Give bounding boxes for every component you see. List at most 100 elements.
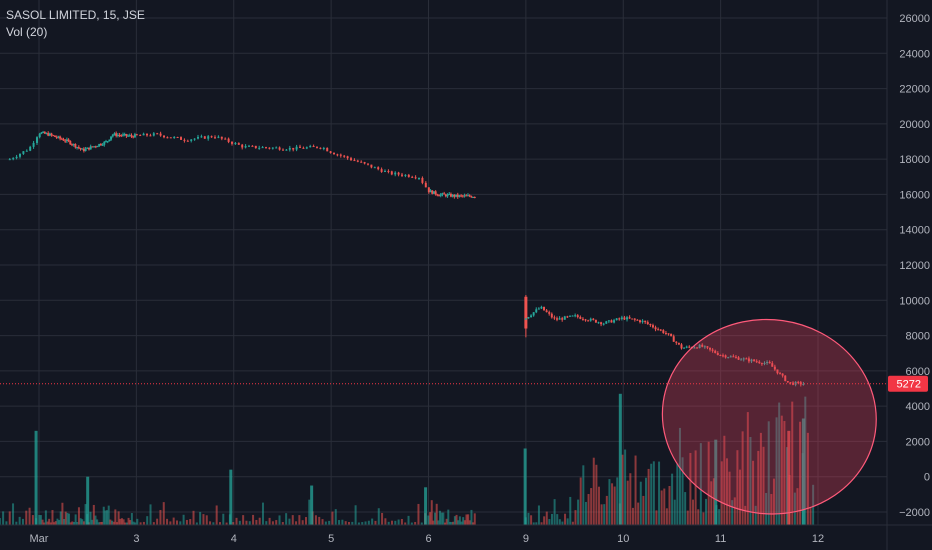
candle-body xyxy=(418,177,421,179)
candle-body xyxy=(693,347,696,349)
volume-bar xyxy=(705,498,708,525)
candle-body xyxy=(579,317,582,319)
volume-bar xyxy=(678,427,681,525)
candle-body xyxy=(568,315,571,317)
volume-bar xyxy=(749,436,752,525)
candle-body xyxy=(251,145,254,147)
volume-bar xyxy=(127,517,130,525)
volume-bar xyxy=(746,412,749,525)
volume-bar xyxy=(553,499,556,525)
volume-bar xyxy=(278,515,281,525)
volume-bar xyxy=(796,488,799,525)
volume-bar xyxy=(21,518,24,525)
volume-bar xyxy=(720,461,723,525)
volume-bar xyxy=(448,521,451,525)
candle-body xyxy=(43,131,46,134)
candle-body xyxy=(237,143,240,145)
candle-body xyxy=(22,151,25,154)
volume-bar xyxy=(367,520,370,525)
candle-body xyxy=(234,143,237,145)
volume-bar xyxy=(101,521,104,525)
volume-bar xyxy=(351,521,354,525)
volume-bar xyxy=(450,522,453,525)
volume-bar xyxy=(238,520,241,525)
volume-bar xyxy=(783,421,786,525)
volume-spike xyxy=(229,469,233,525)
volume-bar xyxy=(462,517,465,525)
volume-bar xyxy=(114,509,117,525)
volume-bar xyxy=(76,521,79,525)
candle-body xyxy=(333,152,336,155)
volume-bar xyxy=(218,522,221,525)
candle-body xyxy=(683,347,686,349)
volume-bar xyxy=(107,505,110,525)
y-tick-label: 4000 xyxy=(906,401,930,413)
x-tick-label: 3 xyxy=(133,533,139,545)
candle-body xyxy=(792,382,795,385)
volume-bar xyxy=(111,520,114,525)
volume-bar xyxy=(699,443,702,525)
candle-body xyxy=(581,318,584,320)
volume-bar xyxy=(731,500,734,525)
candle-body xyxy=(651,325,654,328)
volume-bar xyxy=(338,520,341,525)
candle-body xyxy=(360,161,363,163)
candle-body xyxy=(40,132,43,134)
candle-body xyxy=(404,174,407,176)
candle-body xyxy=(322,148,325,150)
candle-body xyxy=(414,177,417,179)
volume-bar xyxy=(321,519,324,525)
candle-body xyxy=(732,356,735,358)
volume-bar xyxy=(394,520,397,525)
candle-body xyxy=(527,317,530,319)
candle-body xyxy=(734,356,737,358)
candle-body xyxy=(644,320,647,323)
price-axis[interactable]: −2000 0 2000 4000 6000 8000 10000 12000 14000 160… xyxy=(886,0,930,550)
candle-body xyxy=(584,319,587,321)
volume-bar xyxy=(548,519,551,525)
candle-body xyxy=(123,134,126,136)
volume-spike xyxy=(618,393,622,525)
candle-body xyxy=(758,361,761,364)
candle-body xyxy=(453,194,456,197)
volume-bar xyxy=(556,514,559,525)
candle-body xyxy=(594,319,597,323)
time-axis[interactable]: Mar 3 4 5 6 9 10 11 12 xyxy=(0,524,932,545)
candle-body xyxy=(132,136,135,138)
volume-bar xyxy=(694,450,697,525)
volume-bar xyxy=(115,522,118,525)
volume-bar xyxy=(120,518,123,525)
candle-body xyxy=(524,318,527,320)
candle-body xyxy=(763,362,766,364)
candle-body xyxy=(142,133,145,136)
volume-bar xyxy=(772,478,775,525)
volume-bar xyxy=(314,515,317,525)
candle-body xyxy=(367,163,370,165)
volume-bar xyxy=(232,522,235,525)
candle-body xyxy=(302,147,305,149)
candle-body xyxy=(265,147,268,149)
volume-bar xyxy=(550,513,553,525)
candle-body xyxy=(53,135,56,137)
candle-body xyxy=(545,310,548,313)
volume-bar xyxy=(242,515,245,525)
candle-body xyxy=(753,359,756,362)
highlight-ellipse[interactable] xyxy=(650,306,889,528)
candle-body xyxy=(387,170,390,172)
candle-body xyxy=(438,195,441,197)
volume-bars xyxy=(0,393,815,525)
volume-bar xyxy=(692,499,695,525)
candle-body xyxy=(101,144,104,146)
volume-bar xyxy=(112,521,115,525)
candle-body xyxy=(190,139,193,141)
candle-body xyxy=(91,146,94,148)
volume-bar xyxy=(603,504,606,525)
candle-body xyxy=(38,133,41,138)
candle-body xyxy=(84,148,87,152)
candle-body xyxy=(768,362,771,364)
volume-bar xyxy=(463,520,466,525)
candle-body xyxy=(766,362,769,364)
volume-bar xyxy=(54,521,57,525)
candle-body xyxy=(227,138,230,142)
